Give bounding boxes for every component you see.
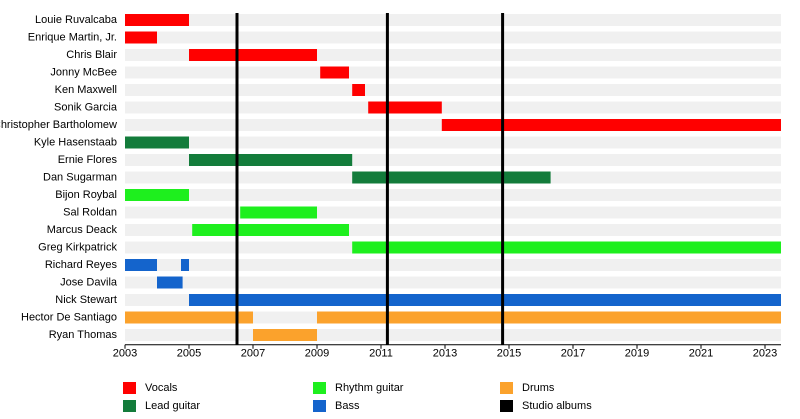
row-background <box>125 206 781 219</box>
legend-label: Rhythm guitar <box>335 382 404 394</box>
row-background <box>125 276 781 289</box>
member-bar <box>125 31 157 44</box>
member-label: Ken Maxwell <box>55 84 117 96</box>
x-tick-label: 2011 <box>369 348 393 360</box>
member-bar <box>189 154 353 166</box>
member-bar <box>352 171 551 184</box>
row-background <box>125 101 781 114</box>
member-bar <box>441 119 781 131</box>
member-label: Enrique Martin, Jr. <box>28 31 117 43</box>
x-tick-label: 2019 <box>625 348 649 360</box>
x-tick-label: 2015 <box>497 348 521 360</box>
legend-label: Lead guitar <box>145 400 200 412</box>
legend-swatch <box>123 382 136 394</box>
x-tick-label: 2005 <box>177 348 201 360</box>
member-label: Hector De Santiago <box>21 311 117 323</box>
member-bar <box>352 84 365 96</box>
legend-swatch <box>123 400 136 412</box>
row-background <box>125 66 781 79</box>
member-label: Kyle Hasenstaab <box>34 136 117 148</box>
member-label: Chris Blair <box>66 49 117 61</box>
member-label: Marcus Deack <box>47 224 118 236</box>
member-bar <box>125 14 189 26</box>
member-bar <box>189 49 317 61</box>
member-label: Jose Davila <box>60 276 118 288</box>
legend-label: Studio albums <box>522 400 592 412</box>
member-label: Nick Stewart <box>55 294 117 306</box>
member-label: Bijon Roybal <box>55 189 117 201</box>
x-tick-label: 2023 <box>753 348 777 360</box>
legend-swatch <box>313 400 326 412</box>
member-bar <box>157 276 183 289</box>
member-label: Sonik Garcia <box>54 101 118 113</box>
legend-label: Vocals <box>145 382 178 394</box>
x-tick-label: 2007 <box>241 348 265 360</box>
row-background <box>125 259 781 271</box>
member-label: Sal Roldan <box>63 206 117 218</box>
member-label: Ernie Flores <box>58 154 118 166</box>
legend-swatch <box>500 400 513 412</box>
member-label: Dan Sugarman <box>43 171 117 183</box>
member-bar <box>368 101 442 114</box>
x-tick-label: 2009 <box>305 348 329 360</box>
legend-label: Bass <box>335 400 360 412</box>
member-label: Greg Kirkpatrick <box>38 241 117 253</box>
member-bar <box>320 66 349 79</box>
row-background <box>125 84 781 96</box>
member-bar <box>181 259 189 271</box>
member-bar <box>192 224 349 236</box>
member-bar <box>352 241 781 254</box>
row-background <box>125 31 781 44</box>
row-background <box>125 189 781 201</box>
row-background <box>125 14 781 26</box>
legend-label: Drums <box>522 382 555 394</box>
member-bar <box>317 311 781 324</box>
member-bar <box>189 294 781 306</box>
member-bar <box>125 311 253 324</box>
member-bar <box>240 206 317 219</box>
member-bar <box>125 259 157 271</box>
x-tick-label: 2017 <box>561 348 585 360</box>
member-bar <box>125 136 189 149</box>
member-bar <box>125 189 189 201</box>
member-label: Louie Ruvalcaba <box>35 14 118 26</box>
member-label: Richard Reyes <box>45 259 118 271</box>
legend-swatch <box>313 382 326 394</box>
legend-swatch <box>500 382 513 394</box>
member-label: Jonny McBee <box>50 66 117 78</box>
member-label: Christopher Bartholomew <box>0 119 117 131</box>
x-tick-label: 2003 <box>113 348 137 360</box>
x-tick-label: 2021 <box>689 348 713 360</box>
member-label: Ryan Thomas <box>49 329 118 341</box>
row-background <box>125 136 781 149</box>
member-bar <box>253 329 317 341</box>
row-background <box>125 329 781 341</box>
x-tick-label: 2013 <box>433 348 457 360</box>
